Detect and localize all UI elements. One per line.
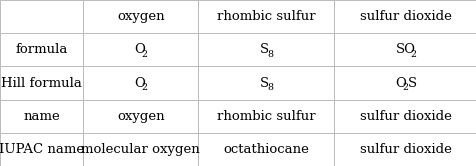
Bar bbox=[333, 0, 476, 33]
Bar bbox=[198, 33, 333, 66]
Text: 2: 2 bbox=[409, 50, 415, 59]
Text: molecular oxygen: molecular oxygen bbox=[81, 143, 199, 156]
Bar bbox=[0, 133, 83, 166]
Text: O: O bbox=[134, 43, 145, 56]
Bar bbox=[83, 100, 198, 133]
Text: S: S bbox=[407, 77, 416, 89]
Text: sulfur dioxide: sulfur dioxide bbox=[359, 10, 450, 23]
Text: Hill formula: Hill formula bbox=[1, 77, 82, 89]
Bar bbox=[0, 66, 83, 100]
Text: octathiocane: octathiocane bbox=[222, 143, 308, 156]
Text: rhombic sulfur: rhombic sulfur bbox=[216, 110, 315, 123]
Bar bbox=[333, 100, 476, 133]
Text: S: S bbox=[259, 77, 268, 89]
Bar bbox=[198, 0, 333, 33]
Text: SO: SO bbox=[395, 43, 415, 56]
Text: formula: formula bbox=[16, 43, 68, 56]
Text: 8: 8 bbox=[267, 50, 272, 59]
Text: oxygen: oxygen bbox=[117, 10, 164, 23]
Text: 8: 8 bbox=[267, 83, 272, 92]
Bar bbox=[198, 66, 333, 100]
Text: sulfur dioxide: sulfur dioxide bbox=[359, 110, 450, 123]
Text: sulfur dioxide: sulfur dioxide bbox=[359, 143, 450, 156]
Bar bbox=[0, 100, 83, 133]
Text: O: O bbox=[395, 77, 406, 89]
Text: 2: 2 bbox=[141, 50, 148, 59]
Text: name: name bbox=[23, 110, 60, 123]
Text: oxygen: oxygen bbox=[117, 110, 164, 123]
Bar bbox=[83, 66, 198, 100]
Bar bbox=[198, 100, 333, 133]
Text: 2: 2 bbox=[141, 83, 148, 92]
Bar bbox=[198, 133, 333, 166]
Text: S: S bbox=[259, 43, 268, 56]
Text: 2: 2 bbox=[402, 83, 408, 92]
Bar bbox=[333, 66, 476, 100]
Bar bbox=[333, 33, 476, 66]
Text: O: O bbox=[134, 77, 145, 89]
Bar bbox=[0, 33, 83, 66]
Bar bbox=[83, 133, 198, 166]
Bar bbox=[83, 0, 198, 33]
Bar bbox=[83, 33, 198, 66]
Bar bbox=[333, 133, 476, 166]
Text: rhombic sulfur: rhombic sulfur bbox=[216, 10, 315, 23]
Bar bbox=[0, 0, 83, 33]
Text: IUPAC name: IUPAC name bbox=[0, 143, 84, 156]
